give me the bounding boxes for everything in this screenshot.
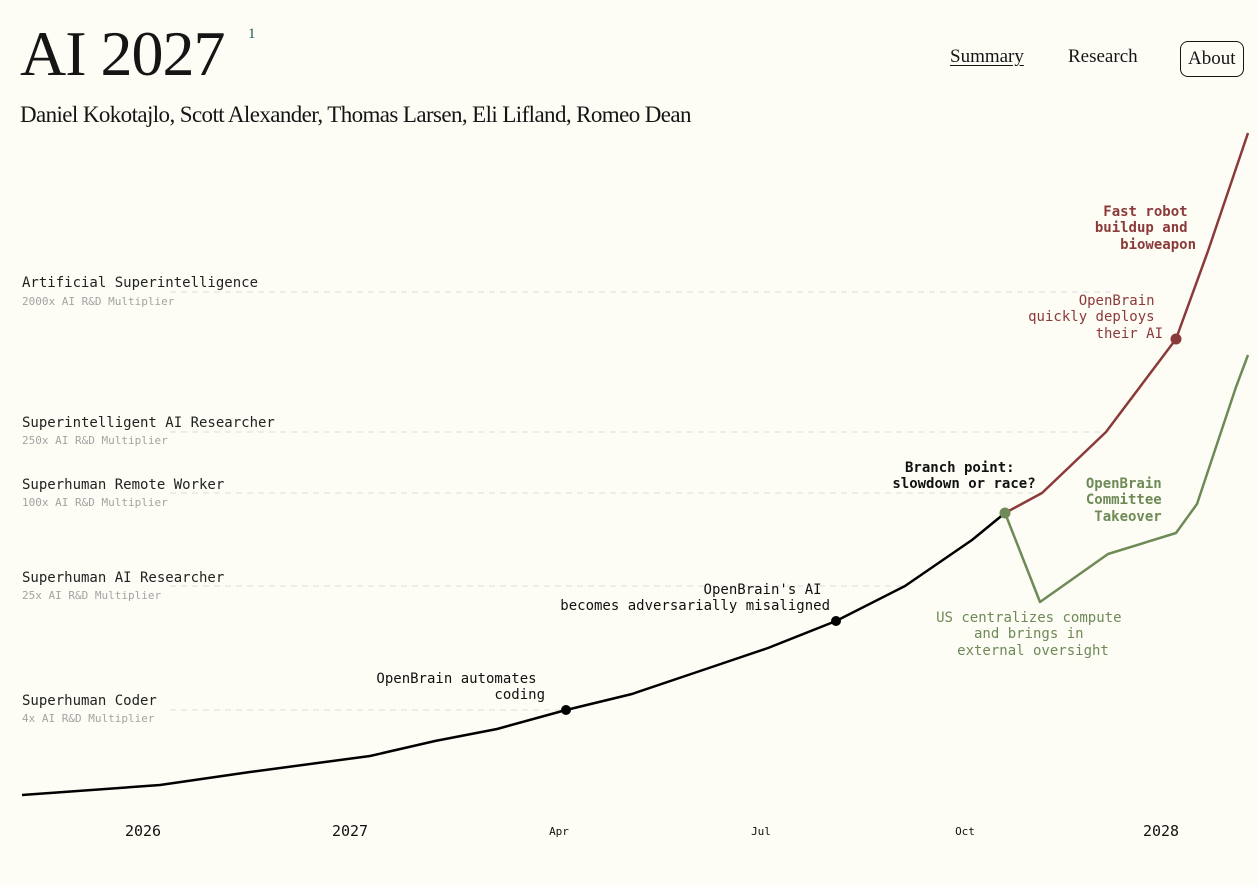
milestone-multiplier: 100x AI R&D Multiplier [22, 496, 168, 509]
x-tick-label: Oct [955, 825, 975, 838]
milestone-label: Superhuman AI Researcher [22, 570, 224, 586]
annotation-robot-buildup: Fast robot buildup and bioweapon [1095, 204, 1196, 253]
quickly-deploys-point[interactable] [1170, 333, 1182, 345]
automates-coding-point[interactable] [561, 705, 571, 715]
annotation-committee-takeover: OpenBrain Committee Takeover [1086, 476, 1170, 525]
milestone-label: Superintelligent AI Researcher [22, 415, 275, 431]
nav-about-button[interactable]: About [1180, 41, 1244, 77]
race-trajectory-line [1004, 132, 1250, 515]
x-tick-label: 2028 [1143, 822, 1179, 840]
annotation-quickly-deploys: OpenBrain quickly deploys their AI [1028, 293, 1163, 342]
authors-line: Daniel Kokotajlo, Scott Alexander, Thoma… [20, 102, 691, 127]
footnote-marker[interactable]: 1 [248, 26, 256, 42]
milestone-labels: Artificial Superintelligence 2000x AI R&… [22, 275, 275, 725]
x-tick-label: Jul [751, 825, 771, 838]
milestone-multiplier: 25x AI R&D Multiplier [22, 589, 161, 602]
main-trajectory-line [21, 512, 1006, 797]
annotation-misaligned: OpenBrain's AI becomes adversarially mis… [560, 582, 830, 614]
nav-research-link[interactable]: Research [1068, 46, 1138, 67]
nav-summary-link[interactable]: Summary [950, 46, 1024, 67]
milestone-multiplier: 2000x AI R&D Multiplier [22, 295, 175, 308]
annotation-branch-point: Branch point: slowdown or race? [892, 460, 1035, 492]
branch-point[interactable] [999, 507, 1011, 519]
slowdown-trajectory-line [1003, 354, 1250, 604]
milestone-guides [170, 291, 1116, 711]
milestone-label: Artificial Superintelligence [22, 275, 258, 291]
x-tick-label: 2027 [332, 822, 368, 840]
x-tick-label: 2026 [125, 822, 161, 840]
milestone-multiplier: 250x AI R&D Multiplier [22, 434, 168, 447]
milestone-label: Superhuman Coder [22, 693, 157, 709]
misaligned-point[interactable] [831, 616, 841, 626]
milestone-multiplier: 4x AI R&D Multiplier [22, 712, 155, 725]
page-title: AI 2027 [20, 18, 226, 89]
x-tick-label: Apr [549, 825, 569, 838]
milestone-label: Superhuman Remote Worker [22, 477, 224, 493]
annotation-us-centralizes: US centralizes compute and brings in ext… [936, 610, 1130, 659]
annotation-automates-coding: OpenBrain automates coding [376, 671, 545, 703]
